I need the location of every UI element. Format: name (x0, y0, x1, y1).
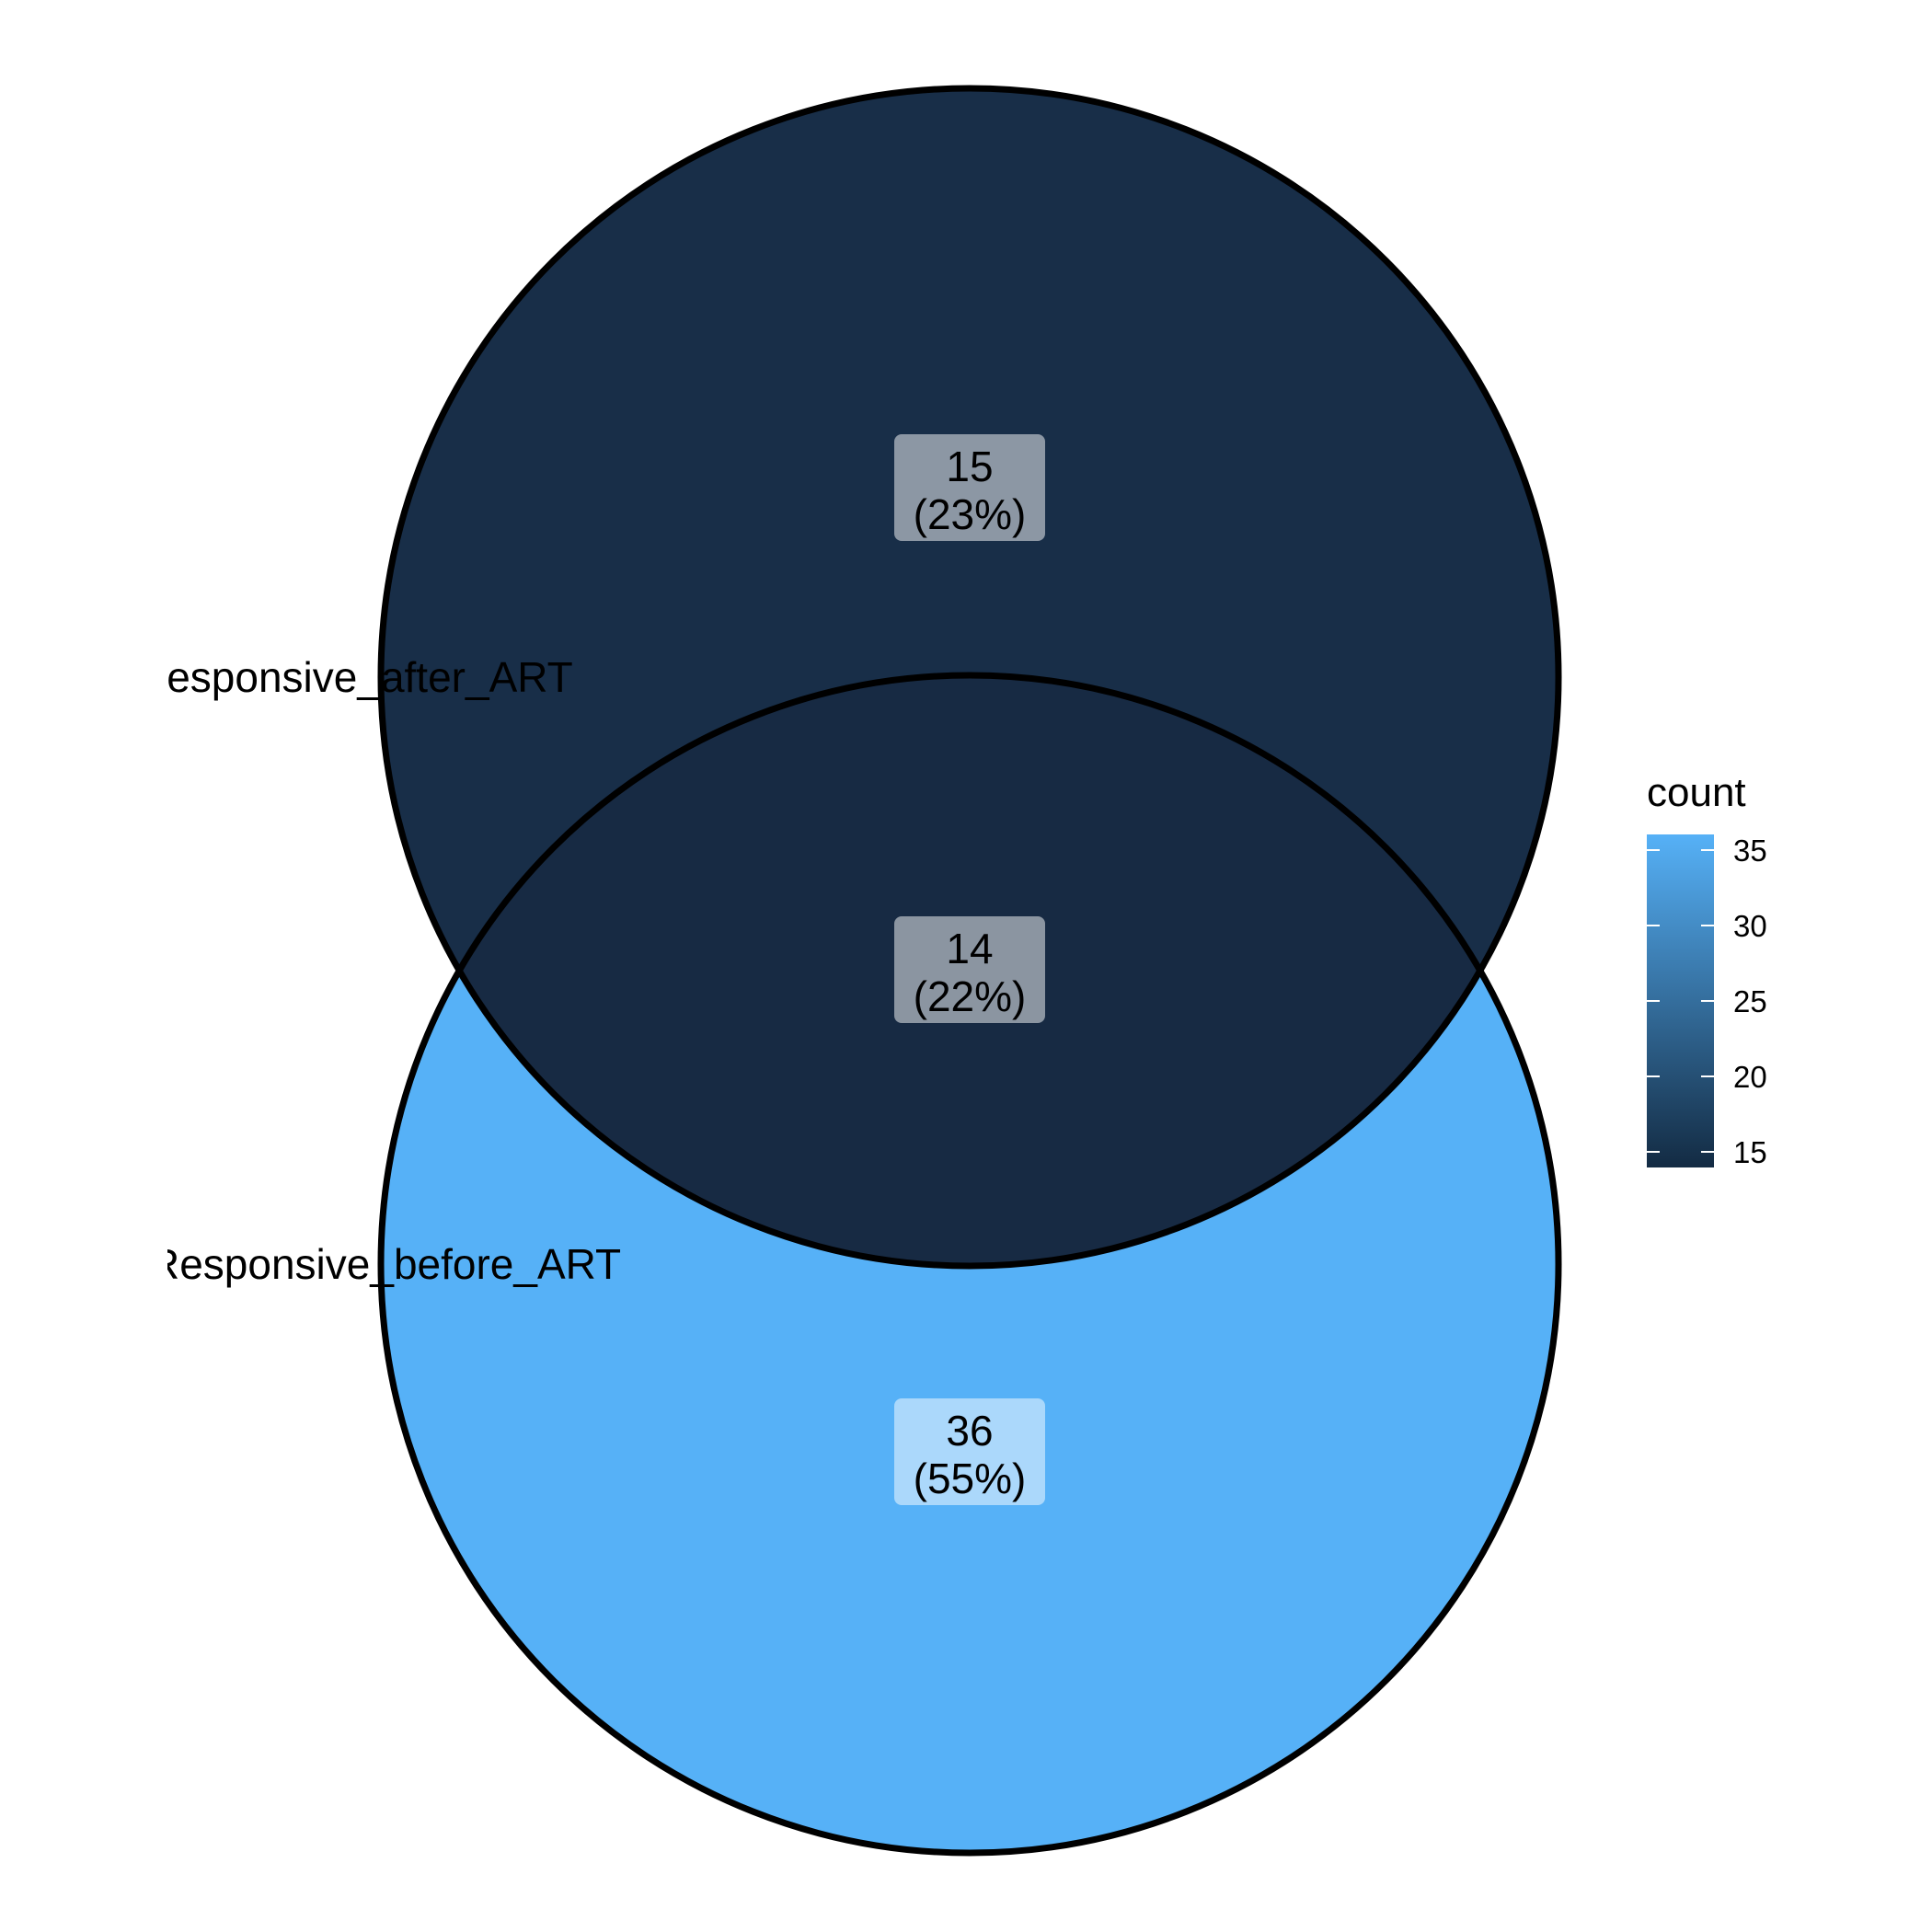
legend-tick-label: 35 (1733, 834, 1767, 868)
set-outline-before-art (377, 672, 1562, 1857)
region-percent-intersection: (22%) (914, 972, 1027, 1020)
legend-tick-label: 15 (1733, 1135, 1767, 1169)
region-count-after-only: 15 (946, 443, 993, 490)
region-label-before-only: 36 (55%) (894, 1398, 1045, 1505)
legend-title: count (1647, 770, 1746, 815)
set-label-after-art: Responsive_after_ART (136, 653, 573, 701)
set-label-before-art: Responsive_before_ART (149, 1240, 621, 1288)
region-count-intersection: 14 (946, 925, 993, 972)
legend-tick-25: 25 (1647, 984, 1767, 1018)
legend: count 35 30 25 20 15 (1647, 770, 1767, 1169)
legend-tick-30: 30 (1647, 909, 1767, 943)
legend-tick-label: 20 (1733, 1060, 1767, 1094)
legend-tick-label: 25 (1733, 984, 1767, 1018)
set-outline-after-art (377, 85, 1562, 1270)
region-count-before-only: 36 (946, 1407, 993, 1455)
legend-tick-label: 30 (1733, 909, 1767, 943)
region-label-after-only: 15 (23%) (894, 434, 1045, 541)
legend-tick-35: 35 (1647, 834, 1767, 868)
region-label-intersection: 14 (22%) (894, 916, 1045, 1023)
legend-tick-15: 15 (1647, 1135, 1767, 1169)
region-percent-after-only: (23%) (914, 490, 1027, 538)
region-percent-before-only: (55%) (914, 1455, 1027, 1502)
legend-tick-20: 20 (1647, 1060, 1767, 1094)
